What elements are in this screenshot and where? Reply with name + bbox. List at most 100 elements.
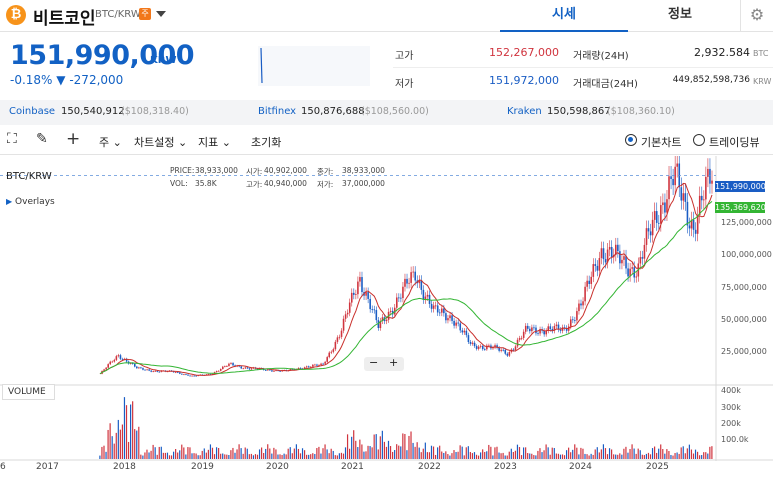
tab-info[interactable]: 정보 — [668, 7, 692, 22]
candle-body — [625, 256, 627, 269]
volume-bar — [109, 423, 111, 459]
tradingview-radio[interactable] — [693, 134, 705, 146]
volume-bar — [306, 454, 308, 459]
candle-body — [535, 327, 537, 334]
candle-body — [604, 259, 607, 263]
volume-bar — [615, 454, 617, 459]
volume-bar — [543, 450, 545, 459]
price-unit: KRW — [150, 55, 177, 66]
candle-body — [565, 327, 568, 331]
volume-bar — [586, 454, 588, 459]
candle-body — [291, 369, 294, 370]
candle-body — [694, 229, 697, 234]
candle-body — [318, 364, 320, 366]
price-chart[interactable] — [0, 156, 773, 461]
chart-toolbar: ⛶ ✎ + 주 ⌄ 차트설정 ⌄ 지표 ⌄ 초기화 기본차트 트레이딩뷰 — [0, 128, 773, 155]
candle-body — [469, 342, 472, 344]
candle-body — [320, 363, 322, 365]
candle-body — [631, 267, 633, 269]
basic-chart-label[interactable]: 기본차트 — [641, 136, 682, 149]
exchange-name[interactable]: Coinbase — [9, 106, 56, 117]
period-select[interactable]: 주 ⌄ — [99, 134, 122, 150]
volume-bar — [287, 448, 289, 459]
candle-body — [267, 369, 269, 371]
volume-bar — [549, 454, 551, 459]
volume-bar — [332, 450, 334, 459]
tab-price[interactable]: 시세 — [500, 0, 628, 32]
candle-body — [377, 320, 380, 329]
candle-body — [610, 246, 613, 258]
candle-body — [432, 305, 435, 309]
volume-bar — [408, 435, 410, 459]
candle-body — [410, 272, 412, 283]
volume-bar — [451, 453, 453, 459]
zoom-out-button[interactable]: − — [369, 356, 379, 369]
reset-button[interactable]: 초기화 — [251, 136, 282, 149]
candle-body — [144, 369, 146, 371]
volume-bar — [531, 453, 533, 459]
coin-name[interactable]: 비트코인 — [33, 9, 96, 29]
volume-bar — [709, 446, 711, 459]
candle-body — [651, 219, 654, 236]
change-amount: -272,000 — [69, 73, 124, 87]
volume-bar — [299, 453, 302, 459]
volume-bar — [314, 454, 316, 459]
candle-body — [408, 282, 410, 284]
tradingview-label[interactable]: 트레이딩뷰 — [709, 136, 760, 149]
exchange-name[interactable]: Kraken — [507, 106, 542, 117]
overlays-toggle[interactable]: ▶ Overlays — [6, 197, 55, 207]
volume-bar — [582, 448, 584, 459]
x-tick: 2018 — [113, 462, 136, 472]
candle-body — [248, 368, 251, 370]
volume-bar — [545, 444, 547, 459]
volume-bar — [563, 455, 566, 459]
volume-bar — [518, 447, 521, 459]
pencil-icon[interactable]: ✎ — [36, 131, 48, 147]
candle-body — [614, 244, 617, 255]
indicators-menu[interactable]: 지표 ⌄ — [198, 134, 231, 150]
volume-bar — [482, 449, 484, 459]
volume-unit: BTC — [753, 49, 769, 58]
candle-body — [588, 280, 590, 284]
volume-bar — [279, 454, 281, 459]
candle-body — [508, 352, 511, 356]
zoom-in-button[interactable]: + — [389, 356, 399, 369]
candle-body — [289, 369, 292, 371]
volume-bar — [391, 451, 394, 459]
candle-body — [592, 264, 595, 277]
candle-body — [146, 369, 148, 371]
volume-bar — [455, 452, 457, 459]
volume-bar — [400, 446, 402, 459]
candle-body — [441, 308, 443, 313]
volume-bar — [701, 455, 703, 459]
chart-settings-menu[interactable]: 차트설정 ⌄ — [134, 134, 187, 150]
volume-tick: 100.0k — [721, 435, 749, 444]
basic-chart-radio[interactable] — [625, 134, 637, 146]
candle-body — [465, 330, 468, 336]
volume-bar — [113, 443, 115, 459]
candle-body — [649, 231, 652, 236]
candle-body — [502, 349, 505, 351]
x-tick: 2020 — [266, 462, 289, 472]
crosshair-icon[interactable]: + — [66, 129, 81, 149]
candle-body — [655, 211, 658, 223]
candle-body — [187, 374, 189, 376]
candle-body — [154, 370, 157, 372]
volume-bar — [641, 454, 643, 459]
volume-bar — [475, 454, 478, 459]
volume-label: 거래량(24H) — [573, 51, 629, 62]
volume-bar — [373, 434, 375, 459]
fullscreen-icon[interactable]: ⛶ — [7, 131, 17, 147]
candle-body — [578, 303, 580, 312]
volume-bar — [578, 454, 580, 459]
chevron-down-icon[interactable] — [156, 11, 166, 17]
exchange-name[interactable]: Bitfinex — [258, 106, 297, 117]
volume-bar — [107, 429, 109, 459]
price-stats: 고가 152,267,000 거래량(24H) 2,932.584 BTC 저가… — [393, 40, 773, 96]
volume-bar — [160, 446, 162, 459]
candle-body — [348, 302, 351, 313]
candle-body — [418, 280, 421, 284]
gear-icon[interactable]: ⚙ — [740, 0, 773, 32]
volume-bar — [527, 453, 529, 459]
volume-bar — [189, 447, 191, 459]
